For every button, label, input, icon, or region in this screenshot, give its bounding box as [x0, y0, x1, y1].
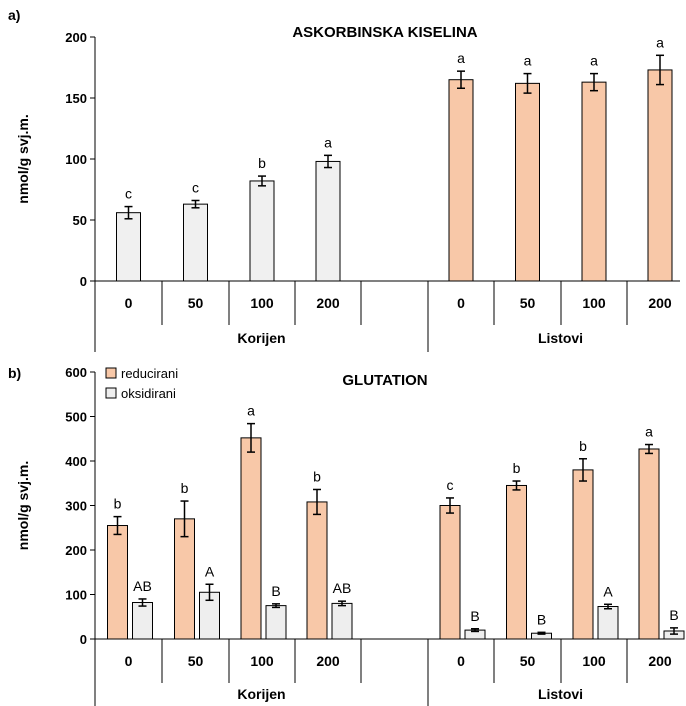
- significance-label: a: [656, 34, 664, 50]
- significance-label: B: [537, 611, 546, 627]
- y-tick-label: 100: [65, 152, 87, 167]
- significance-label: a: [645, 424, 653, 440]
- bar: [448, 79, 474, 282]
- x-tick-label: 0: [125, 295, 133, 311]
- bar: [183, 203, 208, 282]
- significance-label: B: [470, 608, 479, 624]
- x-tick-label: 100: [250, 295, 274, 311]
- bar: [315, 160, 341, 282]
- y-tick-label: 150: [65, 91, 87, 106]
- significance-label: c: [125, 186, 132, 202]
- y-tick-label: 400: [65, 454, 87, 469]
- x-tick-label: 200: [648, 653, 672, 669]
- bar: [515, 82, 540, 282]
- significance-label: c: [192, 179, 199, 195]
- bar-oksidirani: [331, 602, 353, 640]
- bar-reducirani: [506, 484, 527, 640]
- significance-label: B: [271, 583, 280, 599]
- significance-label: B: [669, 607, 678, 623]
- x-tick-label: 0: [457, 295, 465, 311]
- y-tick-label: 300: [65, 499, 87, 514]
- y-tick-label: 0: [80, 274, 87, 289]
- significance-label: b: [114, 496, 122, 512]
- x-tick-label: 0: [125, 653, 133, 669]
- group-label: Korijen: [237, 330, 285, 346]
- x-tick-label: 100: [250, 653, 274, 669]
- bar-reducirani: [638, 448, 660, 640]
- group-label: Korijen: [237, 686, 285, 702]
- chart-title: ASKORBINSKA KISELINA: [292, 24, 477, 41]
- x-tick-label: 50: [520, 653, 536, 669]
- y-tick-label: 50: [73, 213, 87, 228]
- y-axis-label: nmol/g svj.m.: [15, 461, 31, 550]
- bar-reducirani: [572, 469, 594, 640]
- x-tick-label: 100: [582, 295, 606, 311]
- significance-label: a: [247, 403, 255, 419]
- bar-oksidirani: [597, 606, 619, 640]
- significance-label: b: [258, 155, 266, 171]
- y-tick-label: 200: [65, 30, 87, 45]
- bar-reducirani: [107, 525, 128, 640]
- significance-label: A: [205, 563, 215, 579]
- y-axis-label: nmol/g svj.m.: [15, 114, 31, 203]
- significance-label: b: [579, 438, 587, 454]
- y-tick-label: 100: [65, 588, 87, 603]
- x-tick-label: 50: [520, 295, 536, 311]
- significance-label: b: [181, 480, 189, 496]
- significance-label: AB: [133, 578, 152, 594]
- y-tick-label: 0: [80, 632, 87, 647]
- significance-label: a: [524, 53, 532, 69]
- bar: [581, 81, 607, 282]
- legend-swatch: [105, 367, 117, 379]
- significance-label: b: [513, 460, 521, 476]
- significance-label: A: [603, 583, 613, 599]
- x-tick-label: 50: [188, 653, 204, 669]
- bar-oksidirani: [265, 605, 287, 640]
- x-tick-label: 200: [316, 653, 340, 669]
- panel-label: b): [8, 365, 21, 381]
- x-tick-label: 0: [457, 653, 465, 669]
- panel-label: a): [8, 7, 20, 23]
- chart-title: GLUTATION: [342, 372, 427, 389]
- x-tick-label: 200: [648, 295, 672, 311]
- significance-label: b: [313, 468, 321, 484]
- x-tick-label: 100: [582, 653, 606, 669]
- legend-label: oksidirani: [121, 386, 176, 401]
- x-tick-label: 50: [188, 295, 204, 311]
- significance-label: AB: [333, 580, 352, 596]
- bar: [647, 69, 673, 282]
- bar-reducirani: [306, 501, 328, 640]
- significance-label: c: [447, 477, 454, 493]
- bar: [116, 212, 141, 282]
- bar-reducirani: [240, 437, 262, 640]
- legend-swatch: [105, 387, 117, 399]
- legend-label: reducirani: [121, 366, 178, 381]
- y-tick-label: 200: [65, 543, 87, 558]
- group-label: Listovi: [538, 330, 583, 346]
- y-tick-label: 500: [65, 410, 87, 425]
- group-label: Listovi: [538, 686, 583, 702]
- bar-reducirani: [439, 505, 461, 640]
- bar-oksidirani: [132, 602, 153, 640]
- x-tick-label: 200: [316, 295, 340, 311]
- significance-label: a: [457, 50, 465, 66]
- y-tick-label: 600: [65, 365, 87, 380]
- significance-label: a: [324, 134, 332, 150]
- bar: [249, 180, 275, 282]
- significance-label: a: [590, 53, 598, 69]
